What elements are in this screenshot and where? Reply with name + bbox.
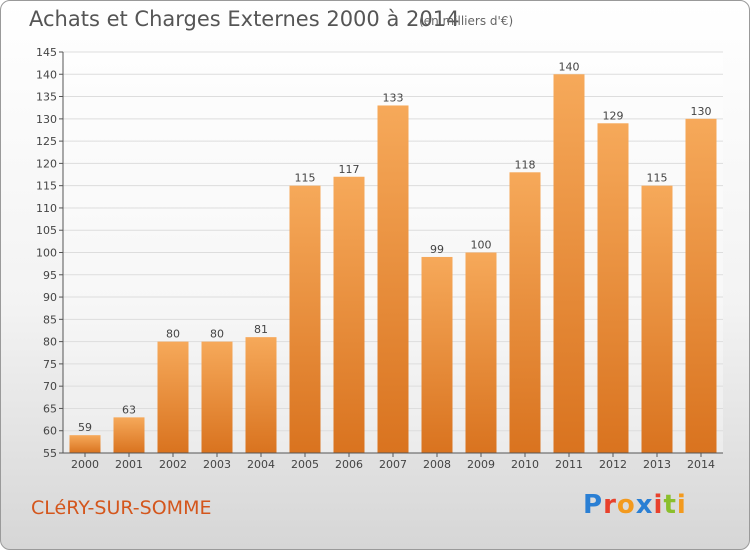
x-tick-label: 2013	[643, 458, 671, 471]
data-label: 81	[254, 323, 268, 336]
bar	[157, 341, 189, 453]
logo-letter: i	[676, 490, 687, 520]
y-tick-label: 80	[43, 336, 57, 349]
logo-letter: t	[663, 490, 677, 520]
y-tick-label: 110	[36, 202, 57, 215]
data-label: 59	[78, 421, 92, 434]
data-label: 118	[515, 158, 536, 171]
logo-letter: o	[616, 490, 636, 520]
chart-title: Achats et Charges Externes 2000 à 2014	[29, 7, 460, 31]
bar	[465, 252, 497, 453]
x-tick-label: 2007	[379, 458, 407, 471]
y-tick-label: 115	[36, 180, 57, 193]
y-tick-label: 60	[43, 425, 57, 438]
y-tick-label: 55	[43, 447, 57, 460]
x-tick-label: 2014	[687, 458, 715, 471]
y-tick-label: 90	[43, 291, 57, 304]
proxiti-logo: Proxiti	[583, 490, 687, 520]
logo-letter: i	[653, 490, 664, 520]
bar	[553, 74, 585, 454]
logo-letter: x	[635, 490, 654, 520]
data-label: 117	[339, 163, 360, 176]
x-tick-label: 2004	[247, 458, 275, 471]
y-tick-label: 140	[36, 68, 57, 81]
y-tick-label: 120	[36, 157, 57, 170]
x-tick-label: 2002	[159, 458, 187, 471]
bar	[245, 337, 277, 453]
y-tick-label: 65	[43, 402, 57, 415]
y-tick-label: 85	[43, 313, 57, 326]
bar	[377, 105, 409, 453]
data-label: 140	[559, 60, 580, 73]
bar	[69, 435, 101, 453]
chart-subtitle: (en milliers d'€)	[419, 14, 514, 28]
bar	[201, 341, 233, 453]
y-tick-label: 130	[36, 113, 57, 126]
data-label: 80	[210, 328, 224, 341]
x-tick-label: 2008	[423, 458, 451, 471]
bar	[641, 185, 673, 453]
data-label: 115	[647, 172, 668, 185]
y-tick-label: 125	[36, 135, 57, 148]
data-label: 99	[430, 243, 444, 256]
data-label: 80	[166, 328, 180, 341]
data-label: 100	[471, 239, 492, 252]
y-tick-label: 95	[43, 269, 57, 282]
y-tick-label: 105	[36, 224, 57, 237]
y-tick-label: 100	[36, 247, 57, 260]
x-tick-label: 2000	[71, 458, 99, 471]
x-tick-label: 2011	[555, 458, 583, 471]
logo-letter: r	[603, 490, 617, 520]
x-tick-label: 2006	[335, 458, 363, 471]
bar	[509, 172, 541, 454]
data-label: 63	[122, 403, 136, 416]
place-name: CLéRY-SUR-SOMME	[31, 497, 212, 519]
data-label: 130	[691, 105, 712, 118]
bar	[333, 176, 365, 453]
bar	[685, 118, 717, 453]
x-tick-label: 2003	[203, 458, 231, 471]
x-tick-label: 2010	[511, 458, 539, 471]
y-tick-label: 145	[36, 46, 57, 59]
bar	[421, 256, 453, 453]
bar	[597, 123, 629, 454]
x-tick-label: 2001	[115, 458, 143, 471]
logo-letter: P	[583, 490, 604, 520]
x-tick-label: 2009	[467, 458, 495, 471]
bar	[113, 417, 145, 453]
y-tick-label: 135	[36, 91, 57, 104]
x-tick-label: 2012	[599, 458, 627, 471]
y-tick-label: 70	[43, 380, 57, 393]
data-label: 129	[603, 109, 624, 122]
data-label: 115	[295, 172, 316, 185]
y-tick-label: 75	[43, 358, 57, 371]
data-label: 133	[383, 91, 404, 104]
x-tick-label: 2005	[291, 458, 319, 471]
bar	[289, 185, 321, 453]
